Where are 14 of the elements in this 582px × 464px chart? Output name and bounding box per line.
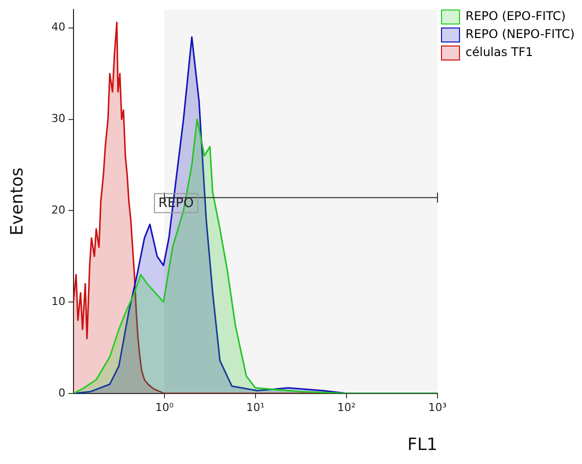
y-tick-label: 10 (51, 294, 66, 308)
legend-label: REPO (EPO-FITC) (466, 9, 566, 24)
y-tick-label: 0 (58, 386, 66, 400)
x-tick-label: 10³ (428, 400, 447, 414)
y-tick-label: 40 (51, 20, 66, 34)
x-tick-label: 10⁰ (155, 400, 174, 414)
legend-label: células TF1 (466, 45, 534, 60)
legend-label: REPO (NEPO-FITC) (466, 27, 575, 42)
y-tick-label: 20 (51, 203, 66, 216)
x-tick-label: 10² (337, 400, 356, 414)
x-axis-title: FL1 (407, 435, 438, 456)
x-tick-label: 10¹ (246, 400, 265, 414)
y-tick-label: 30 (51, 112, 66, 126)
y-axis-title: Eventos (8, 167, 28, 236)
